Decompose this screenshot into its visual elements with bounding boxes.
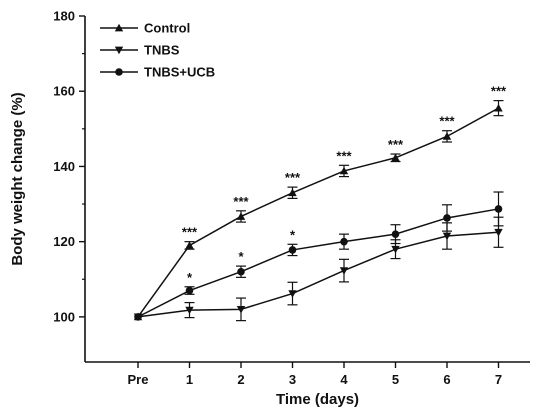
data-point — [185, 286, 194, 295]
series-control: ********************* — [133, 84, 507, 321]
significance-label: *** — [491, 84, 507, 99]
significance-label: *** — [285, 170, 301, 185]
legend-entry: TNBS — [100, 43, 180, 58]
y-tick-label: 120 — [53, 234, 75, 249]
x-tick-label: 5 — [392, 372, 399, 387]
data-point — [288, 290, 297, 298]
x-tick-label: 7 — [495, 372, 502, 387]
legend-entry: TNBS+UCB — [100, 65, 215, 80]
y-tick-label: 100 — [53, 309, 75, 324]
significance-label: * — [187, 270, 193, 285]
data-point — [114, 23, 124, 32]
significance-label: * — [290, 227, 296, 242]
data-point — [185, 306, 194, 315]
legend-entry: Control — [100, 21, 190, 36]
significance-label: * — [238, 249, 244, 264]
significance-label: *** — [388, 137, 404, 152]
x-axis-title: Time (days) — [276, 391, 359, 408]
x-tick-label: 3 — [289, 372, 296, 387]
x-tick-label: 4 — [340, 372, 348, 387]
series-line — [137, 107, 499, 318]
x-tick-label: Pre — [128, 372, 149, 387]
data-point — [288, 246, 297, 254]
data-point — [237, 267, 245, 276]
series-tnbs-ucb: * * * — [134, 191, 504, 321]
data-point — [443, 214, 451, 222]
data-point — [494, 228, 503, 237]
data-point — [494, 103, 503, 112]
data-point — [442, 132, 452, 140]
y-tick-label: 140 — [53, 159, 75, 174]
data-point — [134, 313, 142, 321]
significance-label: *** — [233, 194, 249, 209]
x-tick-label: 2 — [237, 372, 244, 387]
data-point — [288, 188, 297, 197]
data-point — [442, 232, 452, 241]
x-tick-label: 6 — [443, 372, 450, 387]
data-point — [340, 237, 348, 246]
significance-label: *** — [182, 225, 198, 240]
legend-label: Control — [144, 21, 190, 36]
legend: Control TNBS TNBS+UCB — [100, 21, 215, 80]
axes: 100 120 140 160 180 Pre 1 2 3 4 5 6 7 — [53, 9, 530, 387]
series-layer: ************************ — [133, 84, 507, 322]
y-axis-title: Body weight change (%) — [9, 92, 26, 265]
data-point — [391, 153, 400, 162]
x-tick-label: 1 — [186, 372, 193, 387]
legend-label: TNBS — [144, 43, 180, 58]
data-point — [339, 166, 349, 175]
data-point — [494, 205, 503, 213]
data-point — [185, 241, 194, 249]
significance-label: *** — [336, 148, 352, 163]
data-point — [391, 230, 400, 238]
series-line — [137, 208, 499, 318]
data-point — [391, 245, 400, 254]
data-point — [114, 46, 124, 55]
data-point — [115, 68, 123, 76]
legend-label: TNBS+UCB — [144, 65, 215, 80]
y-tick-label: 180 — [53, 9, 75, 24]
series-line — [137, 231, 499, 318]
data-point — [339, 267, 349, 275]
significance-label: *** — [439, 114, 455, 129]
data-point — [236, 212, 246, 220]
y-tick-label: 160 — [53, 84, 75, 99]
data-point — [236, 305, 246, 314]
